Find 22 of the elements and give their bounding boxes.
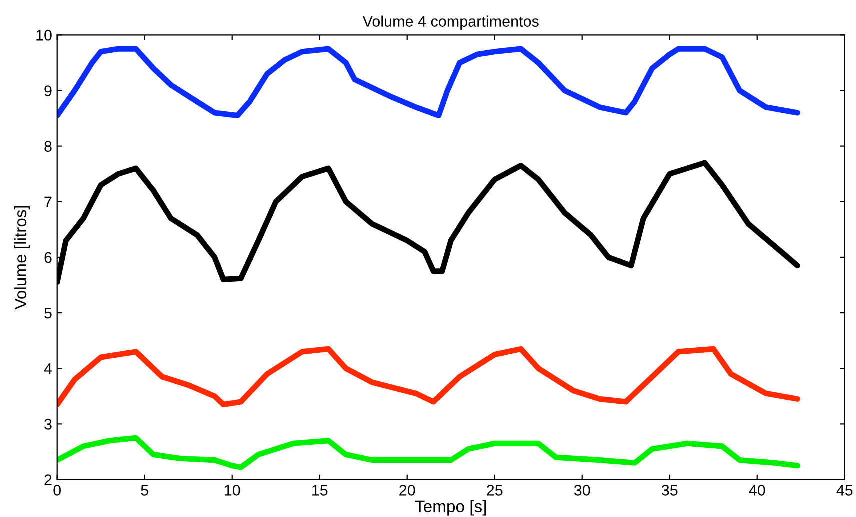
x-tick-label: 35: [662, 485, 678, 496]
y-tick-label: 9: [44, 86, 52, 96]
y-tick-label: 6: [44, 252, 52, 264]
x-axis-title: Tempo [s]: [415, 500, 486, 516]
x-tick-label: 0: [54, 485, 62, 496]
y-tick-label: 8: [44, 141, 52, 152]
chart-title: Volume 4 compartimentos: [362, 16, 539, 30]
y-tick-label: 7: [44, 196, 52, 208]
x-tick-label: 5: [141, 485, 148, 496]
x-tick-label: 45: [836, 485, 853, 496]
y-tick-label: 2: [44, 474, 52, 486]
y-tick-label: 3: [44, 419, 52, 430]
x-tick-label: 20: [400, 485, 416, 496]
x-tick-label: 40: [749, 485, 766, 496]
x-tick-label: 10: [225, 485, 240, 496]
x-tick-label: 30: [574, 485, 590, 496]
x-tick-label: 25: [487, 485, 503, 496]
y-axis-title: Volume [litros]: [14, 206, 30, 310]
y-tick-label: 10: [36, 30, 52, 41]
y-tick-label: 5: [44, 308, 52, 319]
y-tick-label: 4: [44, 364, 52, 374]
x-tick-label: 15: [312, 485, 328, 496]
